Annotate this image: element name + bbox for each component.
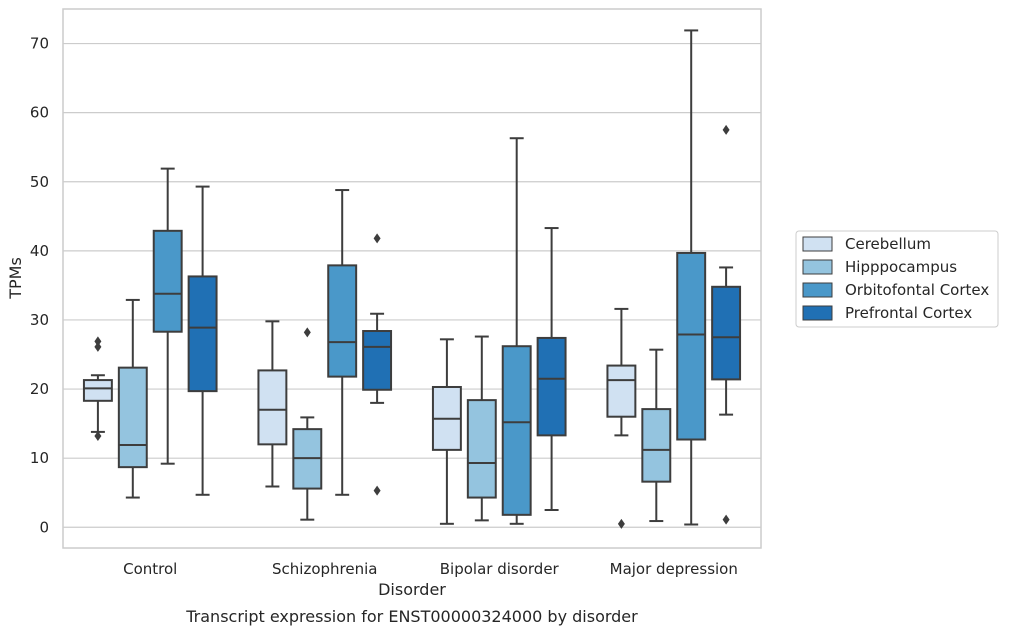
iqr-box (82, 379, 113, 402)
box-1-1 (292, 327, 323, 521)
iqr-box (606, 364, 637, 418)
axis-ticks: 0 10 20 30 40 50 60 70 Control Schizophrenia Bipol… (30, 35, 738, 578)
x-tick-label: Control (123, 560, 177, 578)
iqr-box (187, 275, 218, 393)
y-axis-title: TPMs (6, 257, 25, 300)
box-3-0 (606, 307, 637, 529)
outlier-point (373, 485, 381, 496)
legend-label: Prefrontal Cortex (845, 304, 972, 322)
box-2-1 (466, 335, 497, 522)
box-0-0 (82, 336, 113, 442)
x-tick-label: Schizophrenia (272, 560, 377, 578)
outlier-point (94, 431, 102, 442)
y-tick-label: 30 (30, 311, 49, 329)
boxes (82, 29, 742, 529)
x-tick-label: Bipolar disorder (440, 560, 560, 578)
box-0-3 (187, 185, 218, 496)
iqr-box (501, 345, 532, 516)
iqr-box (117, 366, 148, 469)
box-0-1 (117, 298, 148, 499)
y-tick-label: 70 (30, 35, 49, 53)
outlier-point (94, 336, 102, 347)
legend: Cerebellum Hipppocampus Orbitofontal Corte… (795, 230, 999, 328)
legend-label: Hipppocampus (845, 258, 957, 276)
y-tick-label: 50 (30, 173, 49, 191)
legend-swatch (802, 282, 833, 298)
outlier-point (722, 124, 730, 135)
chart-title: Transcript expression for ENST0000032400… (185, 607, 638, 626)
outlier-point (94, 341, 102, 352)
plot-area-frame (62, 8, 762, 549)
box-2-0 (431, 338, 462, 525)
iqr-box (466, 399, 497, 499)
iqr-box (327, 264, 358, 378)
y-tick-label: 60 (30, 104, 49, 122)
outlier-point (303, 327, 311, 338)
legend-swatch (802, 305, 833, 321)
legend-label: Orbitofontal Cortex (845, 281, 989, 299)
legend-swatch (802, 236, 833, 252)
outlier-point (722, 514, 730, 525)
iqr-box (536, 336, 567, 437)
iqr-box (257, 369, 288, 446)
outlier-point (373, 233, 381, 244)
box-1-2 (327, 189, 358, 496)
outlier-point (617, 518, 625, 529)
x-tick-label: Major depression (610, 560, 738, 578)
box-3-1 (641, 348, 672, 523)
x-axis-title: Disorder (378, 580, 446, 599)
box-0-2 (152, 167, 183, 465)
legend-frame (795, 230, 999, 328)
y-tick-label: 10 (30, 449, 49, 467)
box-1-3 (362, 233, 393, 496)
box-1-0 (257, 320, 288, 488)
y-tick-label: 40 (30, 242, 49, 260)
iqr-box (362, 330, 393, 391)
iqr-box (641, 408, 672, 483)
legend-label: Cerebellum (845, 235, 931, 253)
box-2-2 (501, 137, 532, 525)
iqr-box (676, 251, 707, 441)
y-tick-label: 20 (30, 380, 49, 398)
box-3-2 (676, 29, 707, 526)
box-3-3 (711, 124, 742, 525)
box-2-3 (536, 227, 567, 511)
iqr-box (152, 229, 183, 333)
y-tick-label: 0 (39, 518, 49, 536)
iqr-box (711, 285, 742, 381)
legend-swatch (802, 259, 833, 275)
